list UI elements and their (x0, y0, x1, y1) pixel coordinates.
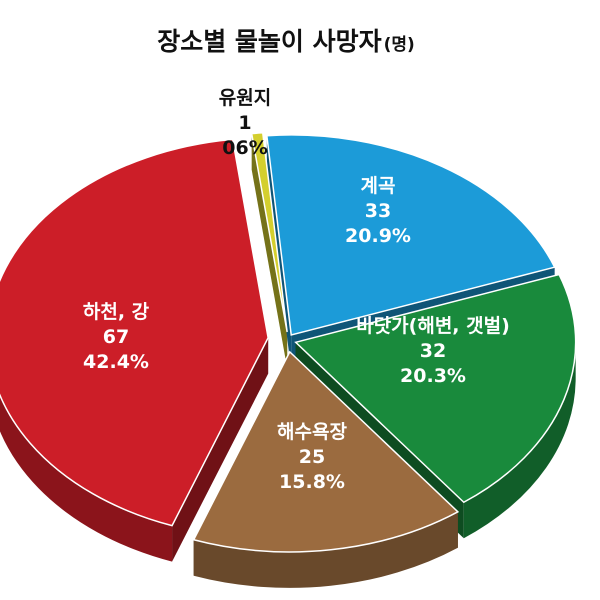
slice-label-2: 바닷가(해변, 갯벌) 32 20.3% (356, 315, 510, 387)
slice-percent-label: 20.3% (400, 365, 466, 387)
slice-label-3: 해수욕장 25 15.8% (277, 421, 347, 493)
slice-percent-label: 06% (222, 137, 267, 159)
slice-category-label: 해수욕장 (277, 421, 347, 443)
slice-value-label: 1 (238, 112, 251, 134)
chart-title-unit: (명) (384, 35, 415, 55)
slice-category-label: 계곡 (361, 175, 396, 197)
slice-percent-label: 15.8% (279, 471, 345, 493)
slice-value-label: 67 (103, 326, 129, 348)
slice-category-label: 바닷가(해변, 갯벌) (356, 315, 510, 337)
slice-value-label: 32 (420, 340, 446, 362)
pie-labels: 계곡 33 20.9% 바닷가(해변, 갯벌) 32 20.3% 해수욕장 25 15.8% 하천… (83, 87, 510, 493)
pie-slice-side (193, 511, 458, 588)
pie-slice-1 (265, 134, 556, 336)
slice-category-label: 유원지 (219, 87, 271, 109)
pie-slice-3 (192, 350, 460, 553)
slice-category-label: 하천, 강 (83, 301, 150, 323)
pie-slice-side (463, 342, 576, 539)
chart-title-text: 장소별 물놀이 사망자 (157, 27, 381, 56)
slice-value-label: 33 (365, 200, 391, 222)
pie-tops (0, 132, 577, 553)
slice-label-4: 하천, 강 67 42.4% (83, 301, 150, 373)
pie-slice-wall-start (172, 337, 269, 562)
pie-slice-side (0, 395, 173, 562)
slice-label-1: 계곡 33 20.9% (345, 175, 411, 247)
chart-title: 장소별 물놀이 사망자 (명) (157, 27, 415, 56)
slice-percent-label: 42.4% (83, 351, 149, 373)
pie-slice-wall-start (251, 133, 288, 369)
slice-value-label: 25 (299, 446, 325, 468)
pie-slice-2 (294, 273, 577, 504)
slice-percent-label: 20.9% (345, 225, 411, 247)
slice-label-5: 유원지 1 06% (219, 87, 271, 159)
pie-slice-4 (0, 138, 269, 527)
pie-slice-5 (250, 132, 288, 333)
